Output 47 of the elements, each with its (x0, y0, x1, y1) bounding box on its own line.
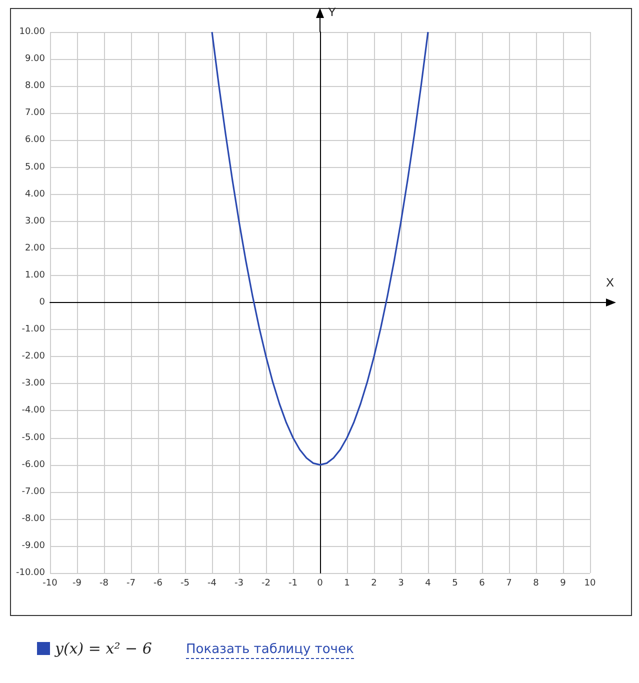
x-tick-label: 4 (425, 578, 432, 588)
y-tick-label: 8.00 (24, 81, 46, 92)
y-axis-title: Y (328, 5, 336, 19)
legend-label: y(x) = x² − 6 (54, 640, 152, 658)
y-tick-label: -9.00 (22, 540, 46, 551)
y-tick-label: 3.00 (24, 216, 46, 226)
x-tick-label: -3 (234, 578, 244, 588)
x-tick-label: -8 (100, 578, 109, 588)
y-tick-label: 6.00 (24, 135, 46, 146)
x-tick-label: 6 (479, 578, 486, 588)
y-tick-label: 5.00 (24, 162, 46, 172)
x-tick-label: 5 (452, 578, 458, 588)
y-tick-label: -5.00 (22, 432, 46, 443)
x-tick-label: -10 (42, 578, 58, 588)
x-tick-label: -9 (72, 578, 82, 588)
y-tick-label: -7.00 (22, 486, 46, 497)
x-tick-label: 1 (344, 578, 350, 588)
y-tick-label: 0 (39, 298, 46, 308)
y-tick-label: 4.00 (24, 189, 46, 200)
y-tick-label: -1.00 (22, 324, 46, 335)
x-tick-label: -1 (288, 578, 298, 588)
y-tick-label: 7.00 (24, 108, 46, 118)
x-tick-label: 3 (398, 578, 404, 588)
x-tick-label: -6 (154, 578, 163, 588)
y-tick-label: -4.00 (22, 406, 46, 416)
y-tick-label: -2.00 (22, 352, 46, 362)
y-tick-label: -10.00 (16, 568, 46, 578)
x-tick-label: -2 (262, 578, 270, 588)
x-tick-label: 0 (317, 578, 324, 588)
line-series (211, 31, 429, 466)
x-axis-title: X (606, 276, 614, 290)
x-tick-label: 9 (560, 578, 566, 588)
y-tick-label: 2.00 (24, 243, 46, 254)
text: Показать таблицу точек (186, 642, 354, 659)
x-tick-label: 7 (506, 578, 512, 588)
y-tick-label: 10.00 (19, 27, 46, 37)
x-tick-label: -5 (180, 578, 190, 588)
x-tick-label: 10 (584, 578, 596, 588)
x-tick-label: 8 (533, 578, 540, 588)
x-tick-label: -7 (126, 578, 136, 588)
y-tick-label: 9.00 (24, 54, 46, 64)
y-tick-label: -8.00 (22, 514, 46, 524)
y-tick-label: 1.00 (24, 270, 46, 280)
x-tick-label: 2 (371, 578, 377, 588)
y-tick-label: -6.00 (22, 460, 46, 470)
y-tick-label: -3.00 (22, 378, 46, 389)
x-tick-label: -4 (208, 578, 217, 588)
